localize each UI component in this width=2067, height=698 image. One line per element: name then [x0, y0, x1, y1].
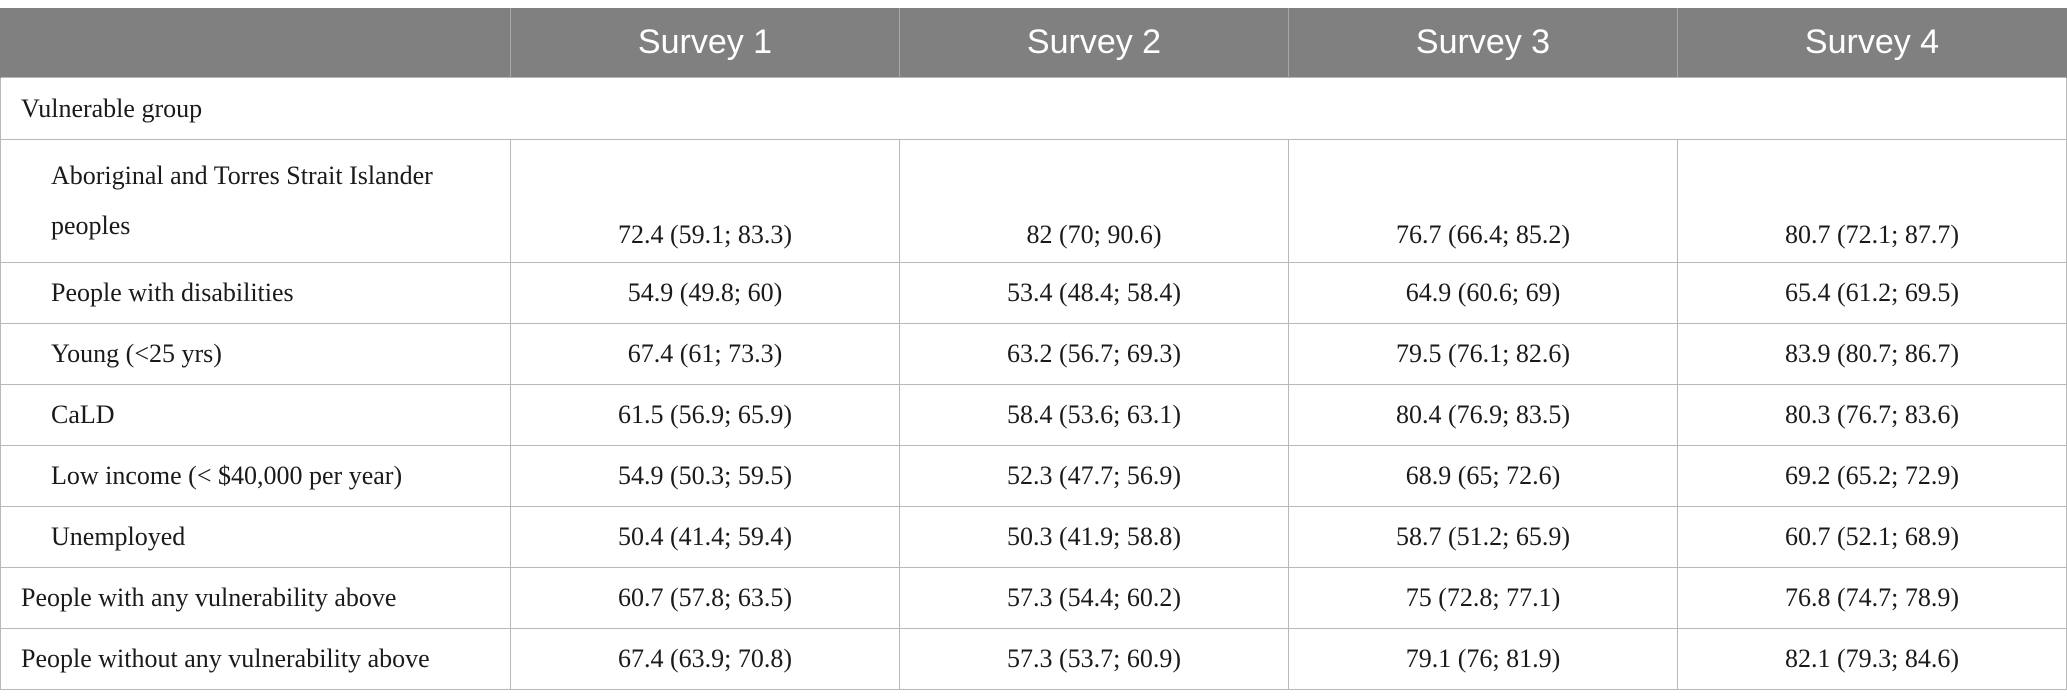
- table-cell: 79.1 (76; 81.9): [1288, 628, 1678, 690]
- table-cell: 60.7 (52.1; 68.9): [1677, 506, 2067, 568]
- table-cell: 76.7 (66.4; 85.2): [1288, 139, 1678, 263]
- section-label: Vulnerable group: [0, 77, 2067, 140]
- table-cell: 80.4 (76.9; 83.5): [1288, 384, 1678, 446]
- table-cell: 64.9 (60.6; 69): [1288, 262, 1678, 324]
- table-cell: 53.4 (48.4; 58.4): [899, 262, 1289, 324]
- table-row: Unemployed 50.4 (41.4; 59.4) 50.3 (41.9;…: [0, 506, 2067, 568]
- table-cell: 54.9 (50.3; 59.5): [510, 445, 900, 507]
- row-label: Low income (< $40,000 per year): [0, 445, 511, 507]
- table-row: CaLD 61.5 (56.9; 65.9) 58.4 (53.6; 63.1)…: [0, 384, 2067, 446]
- row-label: People with disabilities: [0, 262, 511, 324]
- table-cell: 68.9 (65; 72.6): [1288, 445, 1678, 507]
- row-label: Young (<25 yrs): [0, 323, 511, 385]
- table-body: Vulnerable group Aboriginal and Torres S…: [0, 77, 2067, 690]
- table-cell: 65.4 (61.2; 69.5): [1677, 262, 2067, 324]
- header-cell-survey-2: Survey 2: [899, 8, 1289, 78]
- table-cell: 58.7 (51.2; 65.9): [1288, 506, 1678, 568]
- table-cell: 54.9 (49.8; 60): [510, 262, 900, 324]
- table-cell: 69.2 (65.2; 72.9): [1677, 445, 2067, 507]
- table-cell: 83.9 (80.7; 86.7): [1677, 323, 2067, 385]
- table-cell: 82.1 (79.3; 84.6): [1677, 628, 2067, 690]
- survey-results-table: Survey 1 Survey 2 Survey 3 Survey 4 Vuln…: [0, 8, 2067, 690]
- table-cell: 80.3 (76.7; 83.6): [1677, 384, 2067, 446]
- table-cell: 79.5 (76.1; 82.6): [1288, 323, 1678, 385]
- row-label: CaLD: [0, 384, 511, 446]
- row-label: People with any vulnerability above: [0, 567, 511, 629]
- summary-row: People with any vulnerability above 60.7…: [0, 567, 2067, 629]
- table-row: Low income (< $40,000 per year) 54.9 (50…: [0, 445, 2067, 507]
- section-row: Vulnerable group: [0, 77, 2067, 140]
- table-cell: 63.2 (56.7; 69.3): [899, 323, 1289, 385]
- table-cell: 67.4 (63.9; 70.8): [510, 628, 900, 690]
- table-cell: 76.8 (74.7; 78.9): [1677, 567, 2067, 629]
- header-cell-survey-3: Survey 3: [1288, 8, 1678, 78]
- table-cell: 80.7 (72.1; 87.7): [1677, 139, 2067, 263]
- table-row: Young (<25 yrs) 67.4 (61; 73.3) 63.2 (56…: [0, 323, 2067, 385]
- row-label: Unemployed: [0, 506, 511, 568]
- table-row: People with disabilities 54.9 (49.8; 60)…: [0, 262, 2067, 324]
- header-cell-survey-4: Survey 4: [1677, 8, 2067, 78]
- table-row: Aboriginal and Torres Strait Islander pe…: [0, 139, 2067, 263]
- table-cell: 72.4 (59.1; 83.3): [510, 139, 900, 263]
- table-cell: 52.3 (47.7; 56.9): [899, 445, 1289, 507]
- header-cell-survey-1: Survey 1: [510, 8, 900, 78]
- row-label: Aboriginal and Torres Strait Islander pe…: [0, 139, 511, 263]
- summary-row: People without any vulnerability above 6…: [0, 628, 2067, 690]
- table-cell: 57.3 (54.4; 60.2): [899, 567, 1289, 629]
- table-cell: 82 (70; 90.6): [899, 139, 1289, 263]
- table-cell: 61.5 (56.9; 65.9): [510, 384, 900, 446]
- survey-table-container: Survey 1 Survey 2 Survey 3 Survey 4 Vuln…: [0, 8, 2067, 690]
- table-cell: 75 (72.8; 77.1): [1288, 567, 1678, 629]
- row-label: People without any vulnerability above: [0, 628, 511, 690]
- table-cell: 67.4 (61; 73.3): [510, 323, 900, 385]
- table-cell: 60.7 (57.8; 63.5): [510, 567, 900, 629]
- table-cell: 50.3 (41.9; 58.8): [899, 506, 1289, 568]
- table-cell: 58.4 (53.6; 63.1): [899, 384, 1289, 446]
- table-cell: 50.4 (41.4; 59.4): [510, 506, 900, 568]
- header-cell-label: [0, 8, 511, 78]
- table-cell: 57.3 (53.7; 60.9): [899, 628, 1289, 690]
- header-row: Survey 1 Survey 2 Survey 3 Survey 4: [0, 8, 2067, 78]
- table-header: Survey 1 Survey 2 Survey 3 Survey 4: [0, 8, 2067, 78]
